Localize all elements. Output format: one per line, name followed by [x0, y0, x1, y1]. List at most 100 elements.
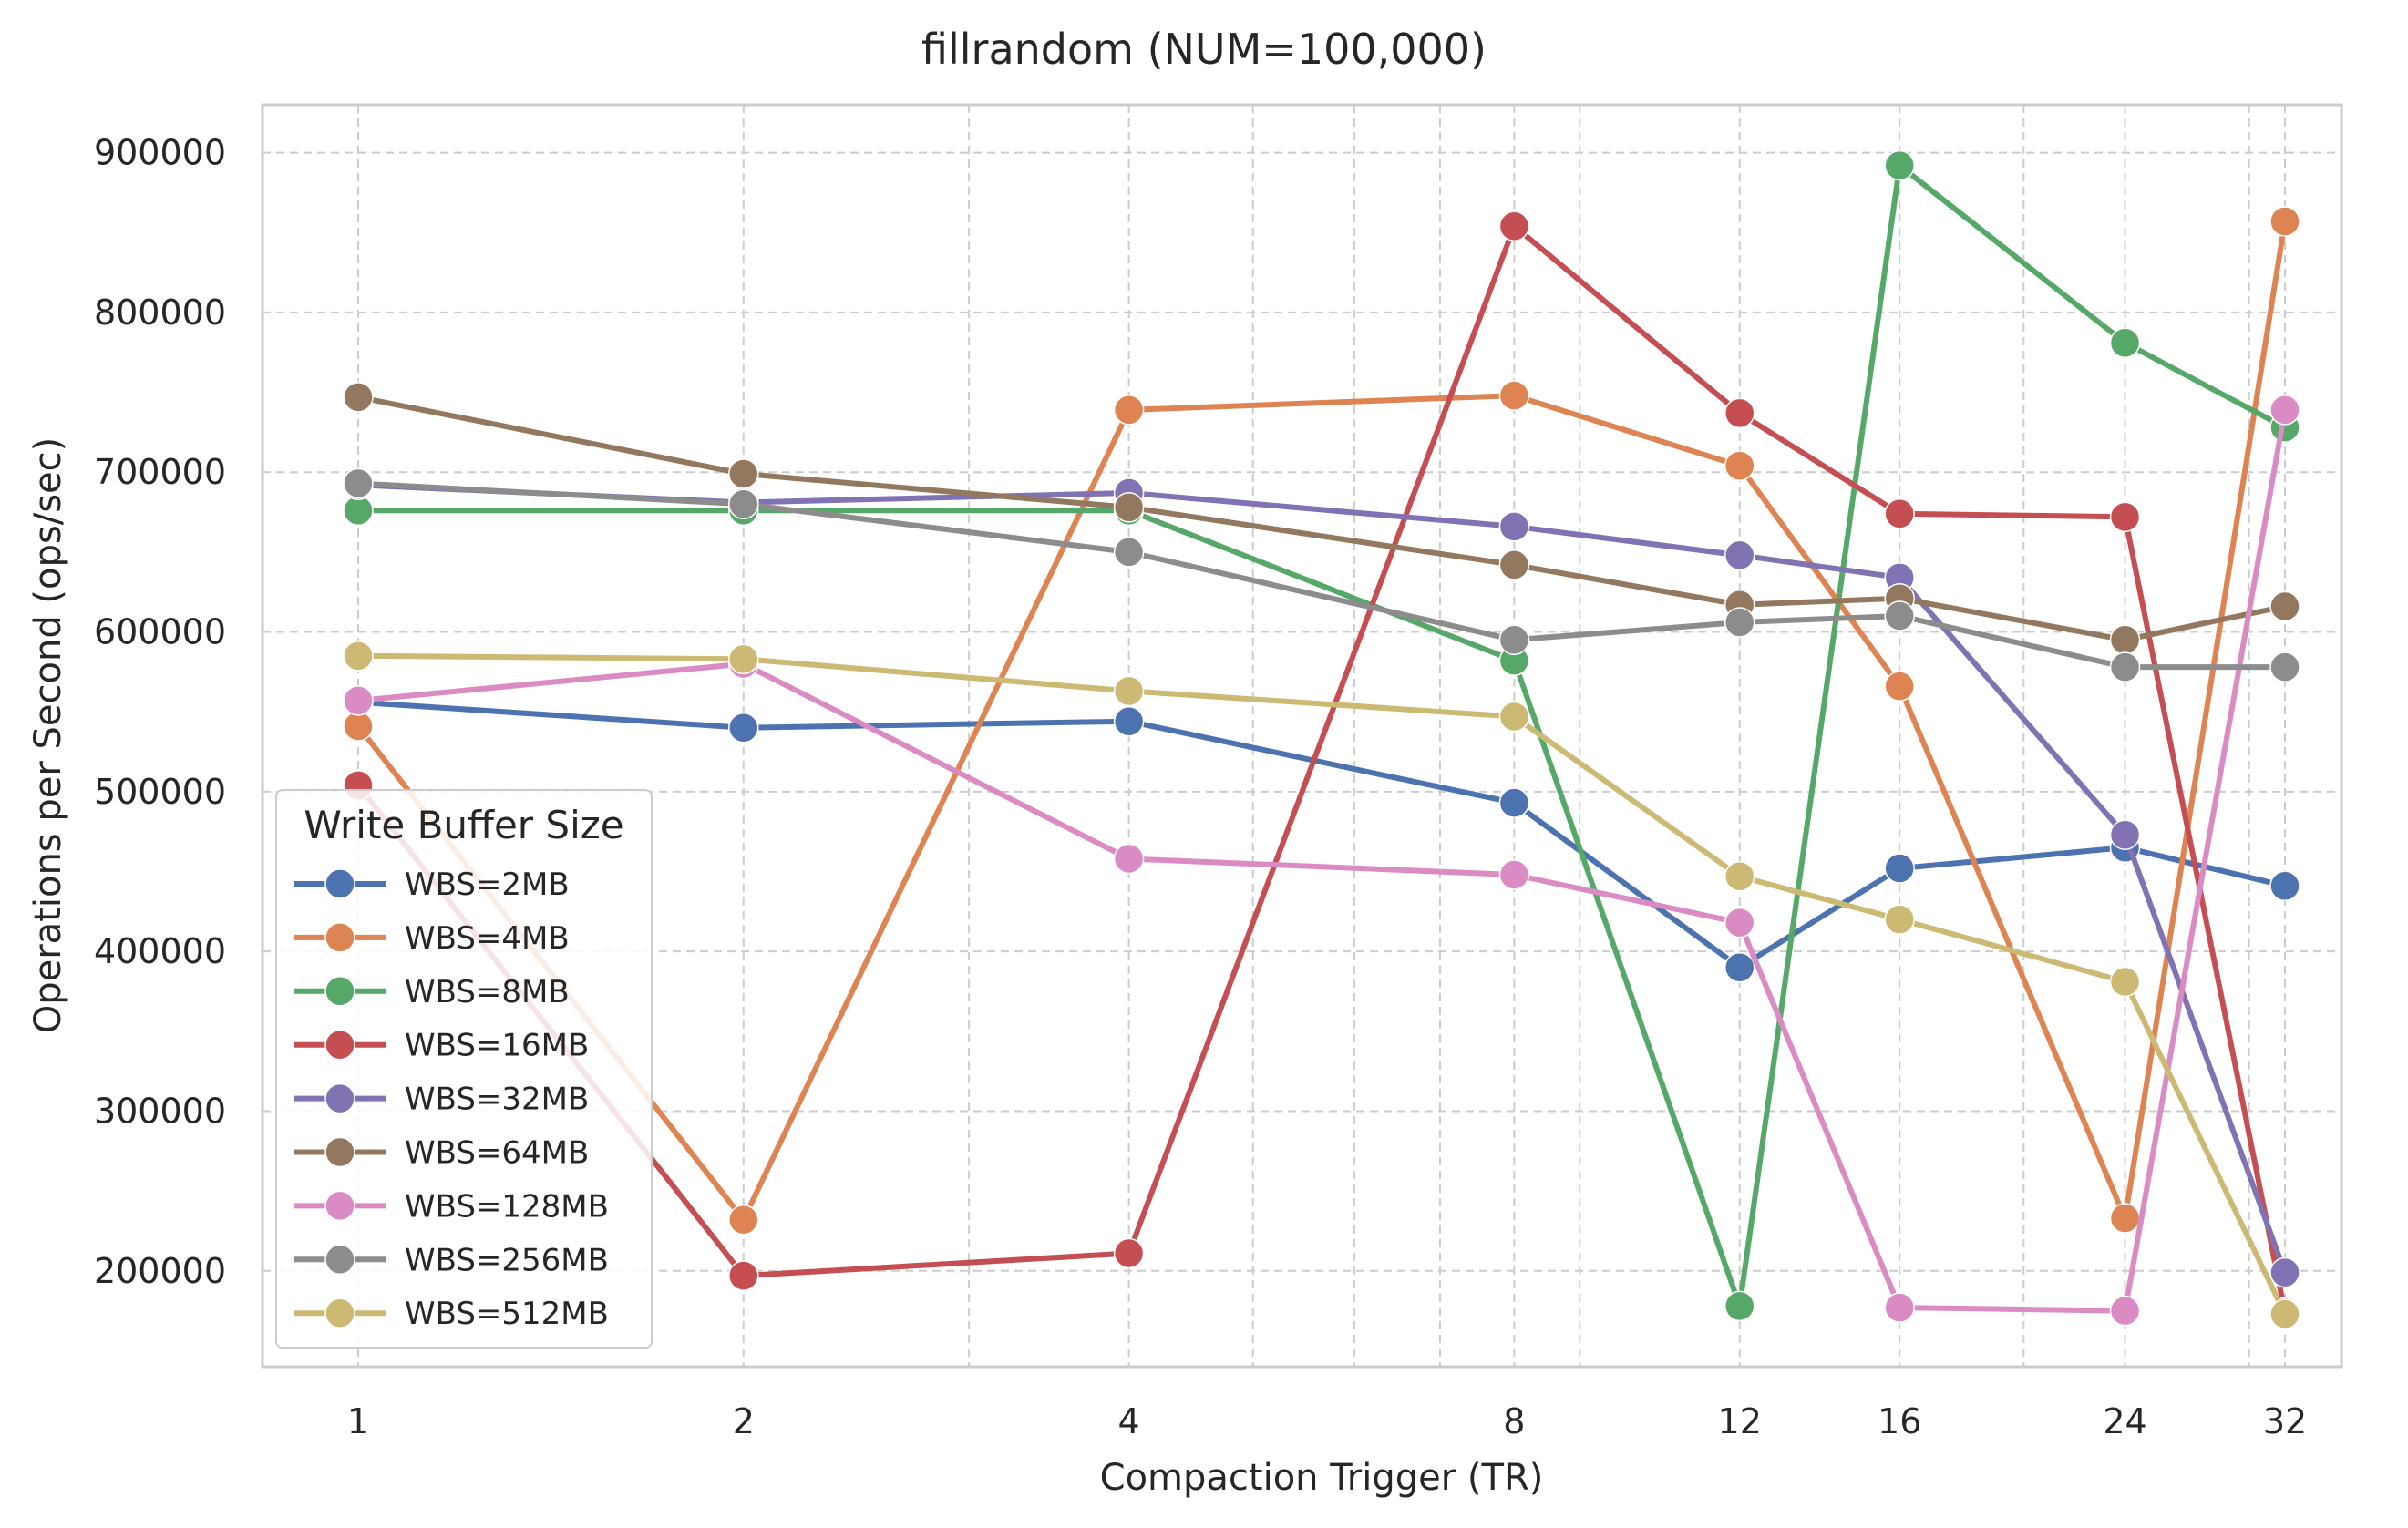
data-point: [1884, 853, 1915, 884]
legend-marker: [324, 976, 355, 1007]
y-axis-label: Operations per Second (ops/sec): [27, 437, 69, 1034]
data-point: [2109, 651, 2141, 682]
data-point: [728, 643, 759, 675]
data-point: [2269, 395, 2300, 426]
data-point: [728, 1204, 759, 1236]
data-point: [2269, 870, 2300, 902]
data-point: [1884, 904, 1915, 935]
y-tick-label: 600000: [94, 612, 226, 652]
y-tick-label: 700000: [94, 452, 226, 492]
data-point: [728, 458, 759, 489]
legend-marker: [324, 1082, 355, 1114]
series-line: [355, 406, 2288, 1314]
data-point: [343, 495, 374, 527]
data-point: [728, 488, 759, 520]
chart-title: fillrandom (NUM=100,000): [921, 25, 1487, 74]
x-tick-label: 24: [2103, 1401, 2146, 1441]
series-line: [355, 219, 2288, 1223]
data-point: [1724, 539, 1755, 571]
data-point: [1724, 861, 1755, 892]
data-point: [2269, 590, 2300, 622]
series-line: [355, 223, 2288, 1316]
legend-label: WBS=256MB: [405, 1242, 609, 1278]
data-point: [1498, 624, 1530, 656]
data-point: [2109, 327, 2141, 358]
legend-item: WBS=2MB: [294, 867, 570, 903]
series-line: [355, 652, 2288, 1318]
legend-marker: [324, 1136, 355, 1168]
series-line: [355, 480, 2288, 671]
legend-marker: [324, 1190, 355, 1222]
legend-label: WBS=128MB: [405, 1188, 609, 1225]
x-tick-label: 16: [1878, 1401, 1921, 1441]
data-point: [1113, 492, 1145, 523]
data-point: [1498, 511, 1530, 542]
data-point: [2109, 1203, 2141, 1234]
data-point: [728, 712, 759, 743]
x-tick-label: 4: [1118, 1401, 1140, 1441]
y-tick-label: 400000: [94, 931, 226, 971]
legend-marker: [324, 1029, 355, 1061]
data-point: [1113, 1237, 1145, 1269]
series-wbs-64mb: [343, 382, 2300, 656]
data-point: [2269, 1256, 2300, 1288]
data-point: [1113, 537, 1145, 568]
y-tick-label: 900000: [94, 133, 226, 173]
legend-marker: [324, 1244, 355, 1276]
data-point: [1498, 210, 1530, 241]
x-axis-label: Compaction Trigger (TR): [1100, 1457, 1544, 1499]
legend-label: WBS=512MB: [405, 1296, 609, 1332]
legend-label: WBS=2MB: [405, 867, 570, 903]
data-point: [2109, 966, 2141, 998]
legend: Write Buffer Size WBS=2MB WBS=4MB WBS=8MB WB…: [275, 789, 653, 1349]
data-point: [343, 467, 374, 499]
y-tick-label: 800000: [94, 292, 226, 333]
legend-label: WBS=64MB: [405, 1135, 589, 1172]
plot-frame: [261, 103, 2343, 1369]
data-point: [343, 641, 374, 672]
data-point: [1113, 395, 1145, 426]
data-point: [1113, 675, 1145, 707]
data-point: [343, 711, 374, 742]
data-point: [1724, 397, 1755, 429]
x-tick-label: 8: [1503, 1401, 1525, 1441]
data-point: [2269, 651, 2300, 682]
series-line: [355, 699, 2288, 970]
y-tick-label: 200000: [94, 1251, 226, 1291]
legend-title: Write Buffer Size: [304, 803, 623, 847]
data-point: [1884, 498, 1915, 529]
series-line: [355, 482, 2288, 1276]
data-point: [1498, 859, 1530, 890]
data-point: [1724, 1290, 1755, 1322]
data-point: [1498, 380, 1530, 411]
data-point: [1884, 671, 1915, 702]
legend-marker: [324, 1297, 355, 1328]
x-tick-label: 1: [347, 1401, 369, 1441]
y-tick-label: 300000: [94, 1091, 226, 1131]
legend-item: WBS=512MB: [294, 1296, 609, 1332]
legend-label: WBS=16MB: [405, 1028, 589, 1064]
series-lines: [343, 149, 2300, 1329]
legend-item: WBS=64MB: [294, 1135, 589, 1172]
legend-item: WBS=128MB: [294, 1188, 609, 1225]
legend-marker: [324, 868, 355, 899]
legend-marker: [324, 922, 355, 953]
data-point: [343, 382, 374, 413]
legend-item: WBS=32MB: [294, 1082, 589, 1118]
data-point: [728, 1260, 759, 1291]
series-wbs-256mb: [343, 467, 2300, 682]
data-point: [1884, 1292, 1915, 1323]
legend-item: WBS=4MB: [294, 920, 570, 957]
data-point: [2109, 1295, 2141, 1327]
data-point: [1724, 907, 1755, 938]
series-wbs-4mb: [343, 206, 2300, 1236]
series-wbs-512mb: [343, 641, 2300, 1329]
data-point: [2109, 501, 2141, 533]
data-point: [2109, 624, 2141, 656]
data-point: [1724, 450, 1755, 481]
series-line: [355, 394, 2288, 643]
data-point: [1498, 787, 1530, 818]
legend-label: WBS=32MB: [405, 1082, 589, 1118]
legend-item: WBS=8MB: [294, 974, 570, 1010]
